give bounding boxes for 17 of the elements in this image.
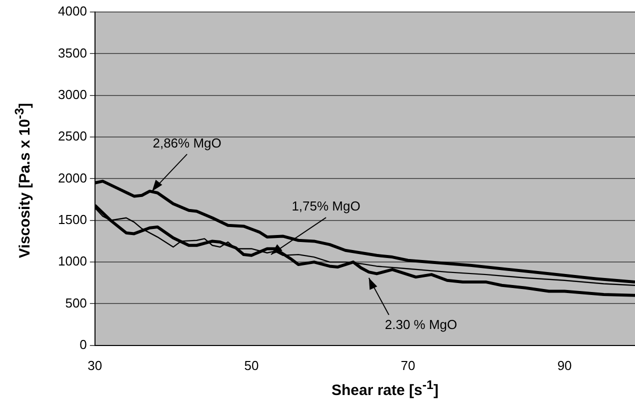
y-tick-label: 3000 (58, 86, 87, 102)
annotation: 2,86% MgO (152, 135, 222, 150)
y-tick-label: 1000 (58, 254, 87, 269)
y-tick-label: 1500 (58, 212, 87, 227)
annotation: 2.30 % MgO (384, 316, 458, 332)
y-tick-label: 500 (65, 295, 87, 310)
x-tick-label: 90 (557, 358, 572, 373)
y-tick-label: 2000 (58, 170, 87, 186)
y-tick-label: 0 (80, 336, 87, 352)
x-tick-label: 30 (88, 358, 102, 373)
x-tick-label: 50 (244, 358, 259, 373)
y-tick-label: 3500 (58, 45, 87, 60)
y-tick-label: 4000 (58, 4, 87, 19)
annotation: 1,75% MgO (292, 198, 360, 214)
x-tick-label: 70 (400, 358, 416, 373)
x-axis-title: Shear rate [s$^{-1}$] (330, 378, 440, 399)
y-tick-label: 2500 (58, 128, 87, 144)
